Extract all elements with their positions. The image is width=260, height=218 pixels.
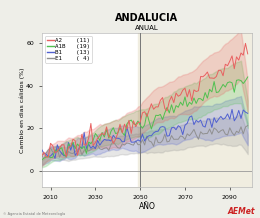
X-axis label: AÑO: AÑO bbox=[139, 201, 155, 211]
Bar bbox=[138, 33, 252, 187]
Y-axis label: Cambio en dias cálidos (%): Cambio en dias cálidos (%) bbox=[19, 67, 25, 153]
Text: © Agencia Estatal de Meteorología: © Agencia Estatal de Meteorología bbox=[3, 212, 65, 216]
Text: ANUAL: ANUAL bbox=[135, 25, 159, 31]
Text: ANDALUCIA: ANDALUCIA bbox=[115, 14, 178, 23]
Legend: A2    (11), A1B   (19), B1    (13), E1    ( 4): A2 (11), A1B (19), B1 (13), E1 ( 4) bbox=[44, 36, 92, 63]
Text: AEMet: AEMet bbox=[227, 207, 255, 216]
